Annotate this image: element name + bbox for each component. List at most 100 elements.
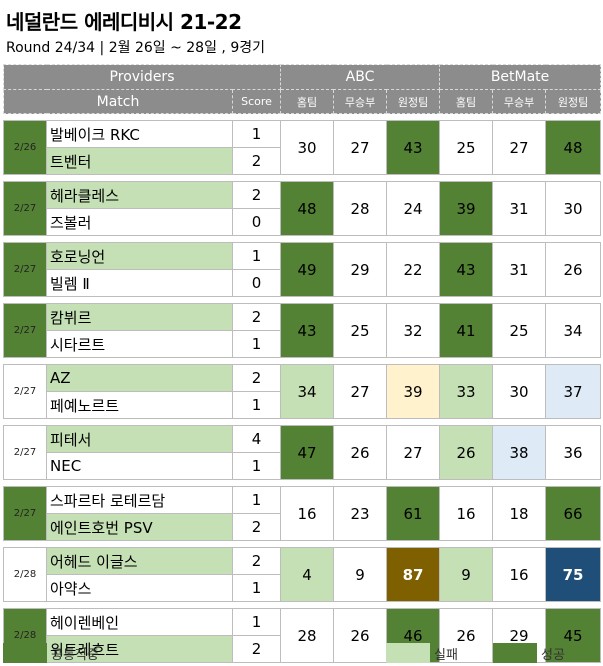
legend-fail: 실패 [386,643,458,663]
legend-common-label: 공통적중 [51,647,99,663]
away-team-name: 아약스 [46,574,233,602]
abc-draw-pct: 28 [333,181,388,236]
home-score: 1 [231,486,282,514]
betmate-draw-pct: 27 [492,120,547,175]
betmate-away-header: 원정팀 [545,89,602,114]
abc-home-pct: 43 [280,303,335,358]
betmate-draw-pct: 38 [492,425,547,480]
away-team-name: NEC [46,452,233,480]
abc-away-pct: 22 [386,242,441,297]
match-row-home: 2/28 어헤드 이글스 2 4 9 87 9 16 75 [3,547,602,602]
home-team-name: 캄뷔르 [46,303,233,331]
away-score: 2 [231,635,282,663]
abc-away-pct: 32 [386,303,441,358]
home-score: 1 [231,608,282,636]
abc-away-pct: 61 [386,486,441,541]
away-team-name: 위트레흐트 [46,635,233,663]
betmate-home-header: 홈팀 [439,89,494,114]
betmate-home-pct: 43 [439,242,494,297]
abc-home-header: 홈팀 [280,89,335,114]
betmate-draw-pct: 16 [492,547,547,602]
abc-away-header: 원정팀 [386,89,441,114]
abc-home-pct: 34 [280,364,335,419]
away-score: 1 [231,452,282,480]
abc-draw-pct: 29 [333,242,388,297]
match-row-away: 페예노르트 1 [4,391,601,419]
match-row-away: 위트레흐트 2 [4,635,601,663]
home-score: 1 [231,242,282,270]
betmate-draw-pct: 31 [492,242,547,297]
header-row-providers: Providers ABC BetMate [2,64,602,90]
row-spacer [4,480,601,487]
away-team-name: 에인트호번 PSV [46,513,233,541]
legend-common-swatch [3,643,47,663]
away-team-name: 트벤터 [46,147,233,175]
betmate-home-pct: 33 [439,364,494,419]
abc-draw-pct: 9 [333,547,388,602]
page-subtitle: Round 24/34 | 2월 26일 ~ 28일 , 9경기 [6,40,265,56]
match-date: 2/27 [3,242,47,297]
home-score: 1 [231,120,282,148]
row-spacer [4,358,601,365]
away-team-name: 페예노르트 [46,391,233,419]
betmate-home-pct: 25 [439,120,494,175]
match-date: 2/26 [3,120,47,175]
betmate-away-pct: 26 [545,242,602,297]
home-score: 2 [231,303,282,331]
away-score: 1 [231,330,282,358]
away-score: 0 [231,208,282,236]
abc-header: ABC [280,64,441,90]
row-spacer [4,419,601,426]
match-row-away: 에인트호번 PSV 2 [4,513,601,541]
home-score: 2 [231,181,282,209]
match-row-away: NEC 1 [4,452,601,480]
legend-success-label: 성공 [541,647,565,663]
betmate-draw-pct: 31 [492,181,547,236]
spacer-cell [4,297,601,304]
match-date: 2/27 [3,303,47,358]
spacer-cell [4,602,601,609]
match-date: 2/27 [3,486,47,541]
home-team-name: 호로닝언 [46,242,233,270]
abc-away-pct: 43 [386,120,441,175]
header-row-columns: Match Score 홈팀 무승부 원정팀 홈팀 무승부 원정팀 [3,89,602,114]
match-row-home: 2/27 호로닝언 1 49 29 22 43 31 26 [3,242,602,297]
row-spacer [4,297,601,304]
away-score: 0 [231,269,282,297]
betmate-away-pct: 45 [545,608,602,663]
betmate-away-pct: 48 [545,120,602,175]
away-team-name: 즈볼러 [46,208,233,236]
home-team-name: 발베이크 RKC [46,120,233,148]
abc-home-pct: 47 [280,425,335,480]
legend-fail-label: 실패 [434,647,458,663]
betmate-draw-pct: 18 [492,486,547,541]
row-spacer [4,541,601,548]
match-row-home: 2/27 헤라클레스 2 48 28 24 39 31 30 [3,181,602,236]
abc-draw-pct: 26 [333,608,388,663]
abc-away-pct: 39 [386,364,441,419]
home-team-name: 헤라클레스 [46,181,233,209]
spacer-cell [4,114,601,121]
betmate-away-pct: 34 [545,303,602,358]
abc-home-pct: 28 [280,608,335,663]
away-team-name: 시타르트 [46,330,233,358]
betmate-home-pct: 9 [439,547,494,602]
betmate-away-pct: 66 [545,486,602,541]
match-date: 2/27 [3,425,47,480]
abc-draw-pct: 27 [333,364,388,419]
betmate-away-pct: 75 [545,547,602,602]
betmate-header: BetMate [439,64,602,90]
match-row-home: 2/27 캄뷔르 2 43 25 32 41 25 34 [3,303,602,358]
betmate-away-pct: 36 [545,425,602,480]
match-date: 2/27 [3,181,47,236]
away-team-name: 빌렘 Ⅱ [46,269,233,297]
spacer-cell [4,541,601,548]
legend-fail-swatch [386,643,430,663]
abc-draw-pct: 25 [333,303,388,358]
home-score: 4 [231,425,282,453]
match-row-home: 2/27 AZ 2 34 27 39 33 30 37 [3,364,602,419]
spacer-cell [4,480,601,487]
score-header: Score [231,89,282,114]
abc-away-pct: 24 [386,181,441,236]
betmate-draw-pct: 30 [492,364,547,419]
